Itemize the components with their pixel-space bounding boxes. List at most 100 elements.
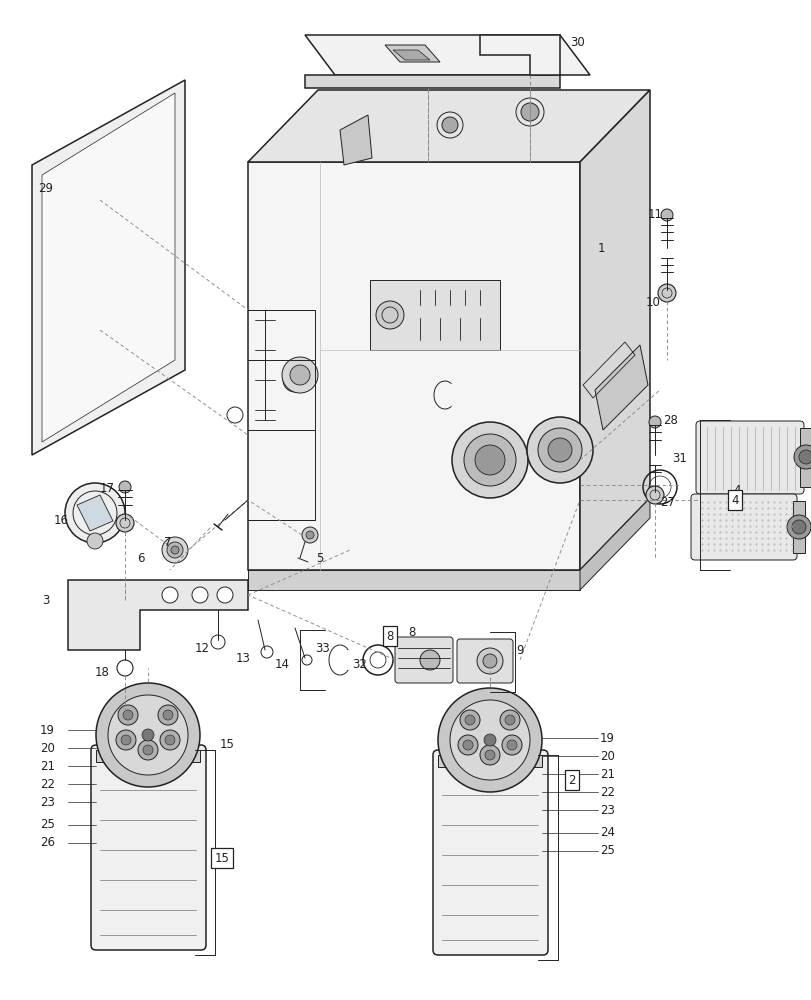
Circle shape [547,438,571,462]
Circle shape [506,740,517,750]
Text: 4: 4 [732,484,740,496]
FancyBboxPatch shape [690,494,796,560]
Circle shape [121,735,131,745]
Text: 7: 7 [164,536,171,550]
Polygon shape [77,495,113,531]
Circle shape [457,735,478,755]
Polygon shape [579,498,649,590]
Text: 14: 14 [275,658,290,672]
Circle shape [538,428,581,472]
Circle shape [143,745,152,755]
FancyBboxPatch shape [91,745,206,950]
Circle shape [160,730,180,750]
Circle shape [660,209,672,221]
Text: 5: 5 [315,552,323,564]
Text: 15: 15 [220,738,234,752]
Text: 28: 28 [663,414,677,426]
Circle shape [306,531,314,539]
Circle shape [162,587,178,603]
FancyBboxPatch shape [457,639,513,683]
Text: 17: 17 [100,482,115,494]
Circle shape [648,416,660,428]
Text: 18: 18 [95,666,109,680]
Text: 22: 22 [599,786,614,798]
Polygon shape [247,162,579,570]
Text: 25: 25 [599,844,614,857]
Polygon shape [305,35,590,75]
FancyBboxPatch shape [432,750,547,955]
Polygon shape [479,35,560,75]
Circle shape [171,546,178,554]
Circle shape [96,683,200,787]
Circle shape [646,486,663,504]
Polygon shape [393,50,430,60]
Circle shape [118,705,138,725]
Text: 16: 16 [54,514,69,528]
Text: 19: 19 [40,724,55,736]
Circle shape [479,745,500,765]
Circle shape [217,587,233,603]
Circle shape [419,650,440,670]
Circle shape [483,734,496,746]
Circle shape [462,740,473,750]
Text: 21: 21 [599,768,614,780]
Circle shape [122,710,133,720]
Circle shape [484,750,495,760]
Circle shape [441,117,457,133]
Text: 10: 10 [646,296,660,308]
Text: 31: 31 [672,452,686,464]
Text: 23: 23 [599,804,614,816]
Polygon shape [96,750,200,762]
Text: 8: 8 [386,630,393,643]
Circle shape [526,417,592,483]
Circle shape [162,537,188,563]
Circle shape [504,715,514,725]
Text: 20: 20 [40,742,55,754]
Circle shape [288,373,302,387]
Circle shape [165,735,175,745]
Circle shape [119,481,131,493]
Circle shape [116,514,134,532]
Text: 6: 6 [137,552,144,564]
Text: 11: 11 [647,209,663,222]
Text: 15: 15 [214,852,230,864]
Polygon shape [340,115,371,165]
FancyBboxPatch shape [695,421,803,494]
Text: 8: 8 [407,626,415,639]
Circle shape [65,483,125,543]
Circle shape [465,715,474,725]
Circle shape [283,368,307,392]
Circle shape [463,434,515,486]
Circle shape [302,527,318,543]
Text: 20: 20 [599,750,614,762]
Circle shape [158,705,178,725]
Polygon shape [68,580,247,650]
Text: 32: 32 [351,658,367,672]
Text: 29: 29 [38,182,53,194]
Polygon shape [32,80,185,455]
Polygon shape [792,501,804,553]
Circle shape [483,654,496,668]
Polygon shape [42,93,175,442]
Circle shape [142,729,154,741]
Polygon shape [579,90,649,570]
Circle shape [786,515,810,539]
Circle shape [452,422,527,498]
Circle shape [191,587,208,603]
Circle shape [798,450,811,464]
Text: 22: 22 [40,778,55,790]
Circle shape [163,710,173,720]
Polygon shape [247,90,649,162]
Text: 19: 19 [599,732,614,744]
Text: 30: 30 [569,35,584,48]
Circle shape [167,542,182,558]
Text: 27: 27 [659,495,674,508]
Text: 21: 21 [40,760,55,772]
Text: 12: 12 [195,642,210,654]
Polygon shape [594,345,647,430]
Circle shape [87,533,103,549]
Circle shape [449,700,530,780]
Text: 26: 26 [40,836,55,850]
Text: 4: 4 [731,493,738,506]
Circle shape [501,735,521,755]
